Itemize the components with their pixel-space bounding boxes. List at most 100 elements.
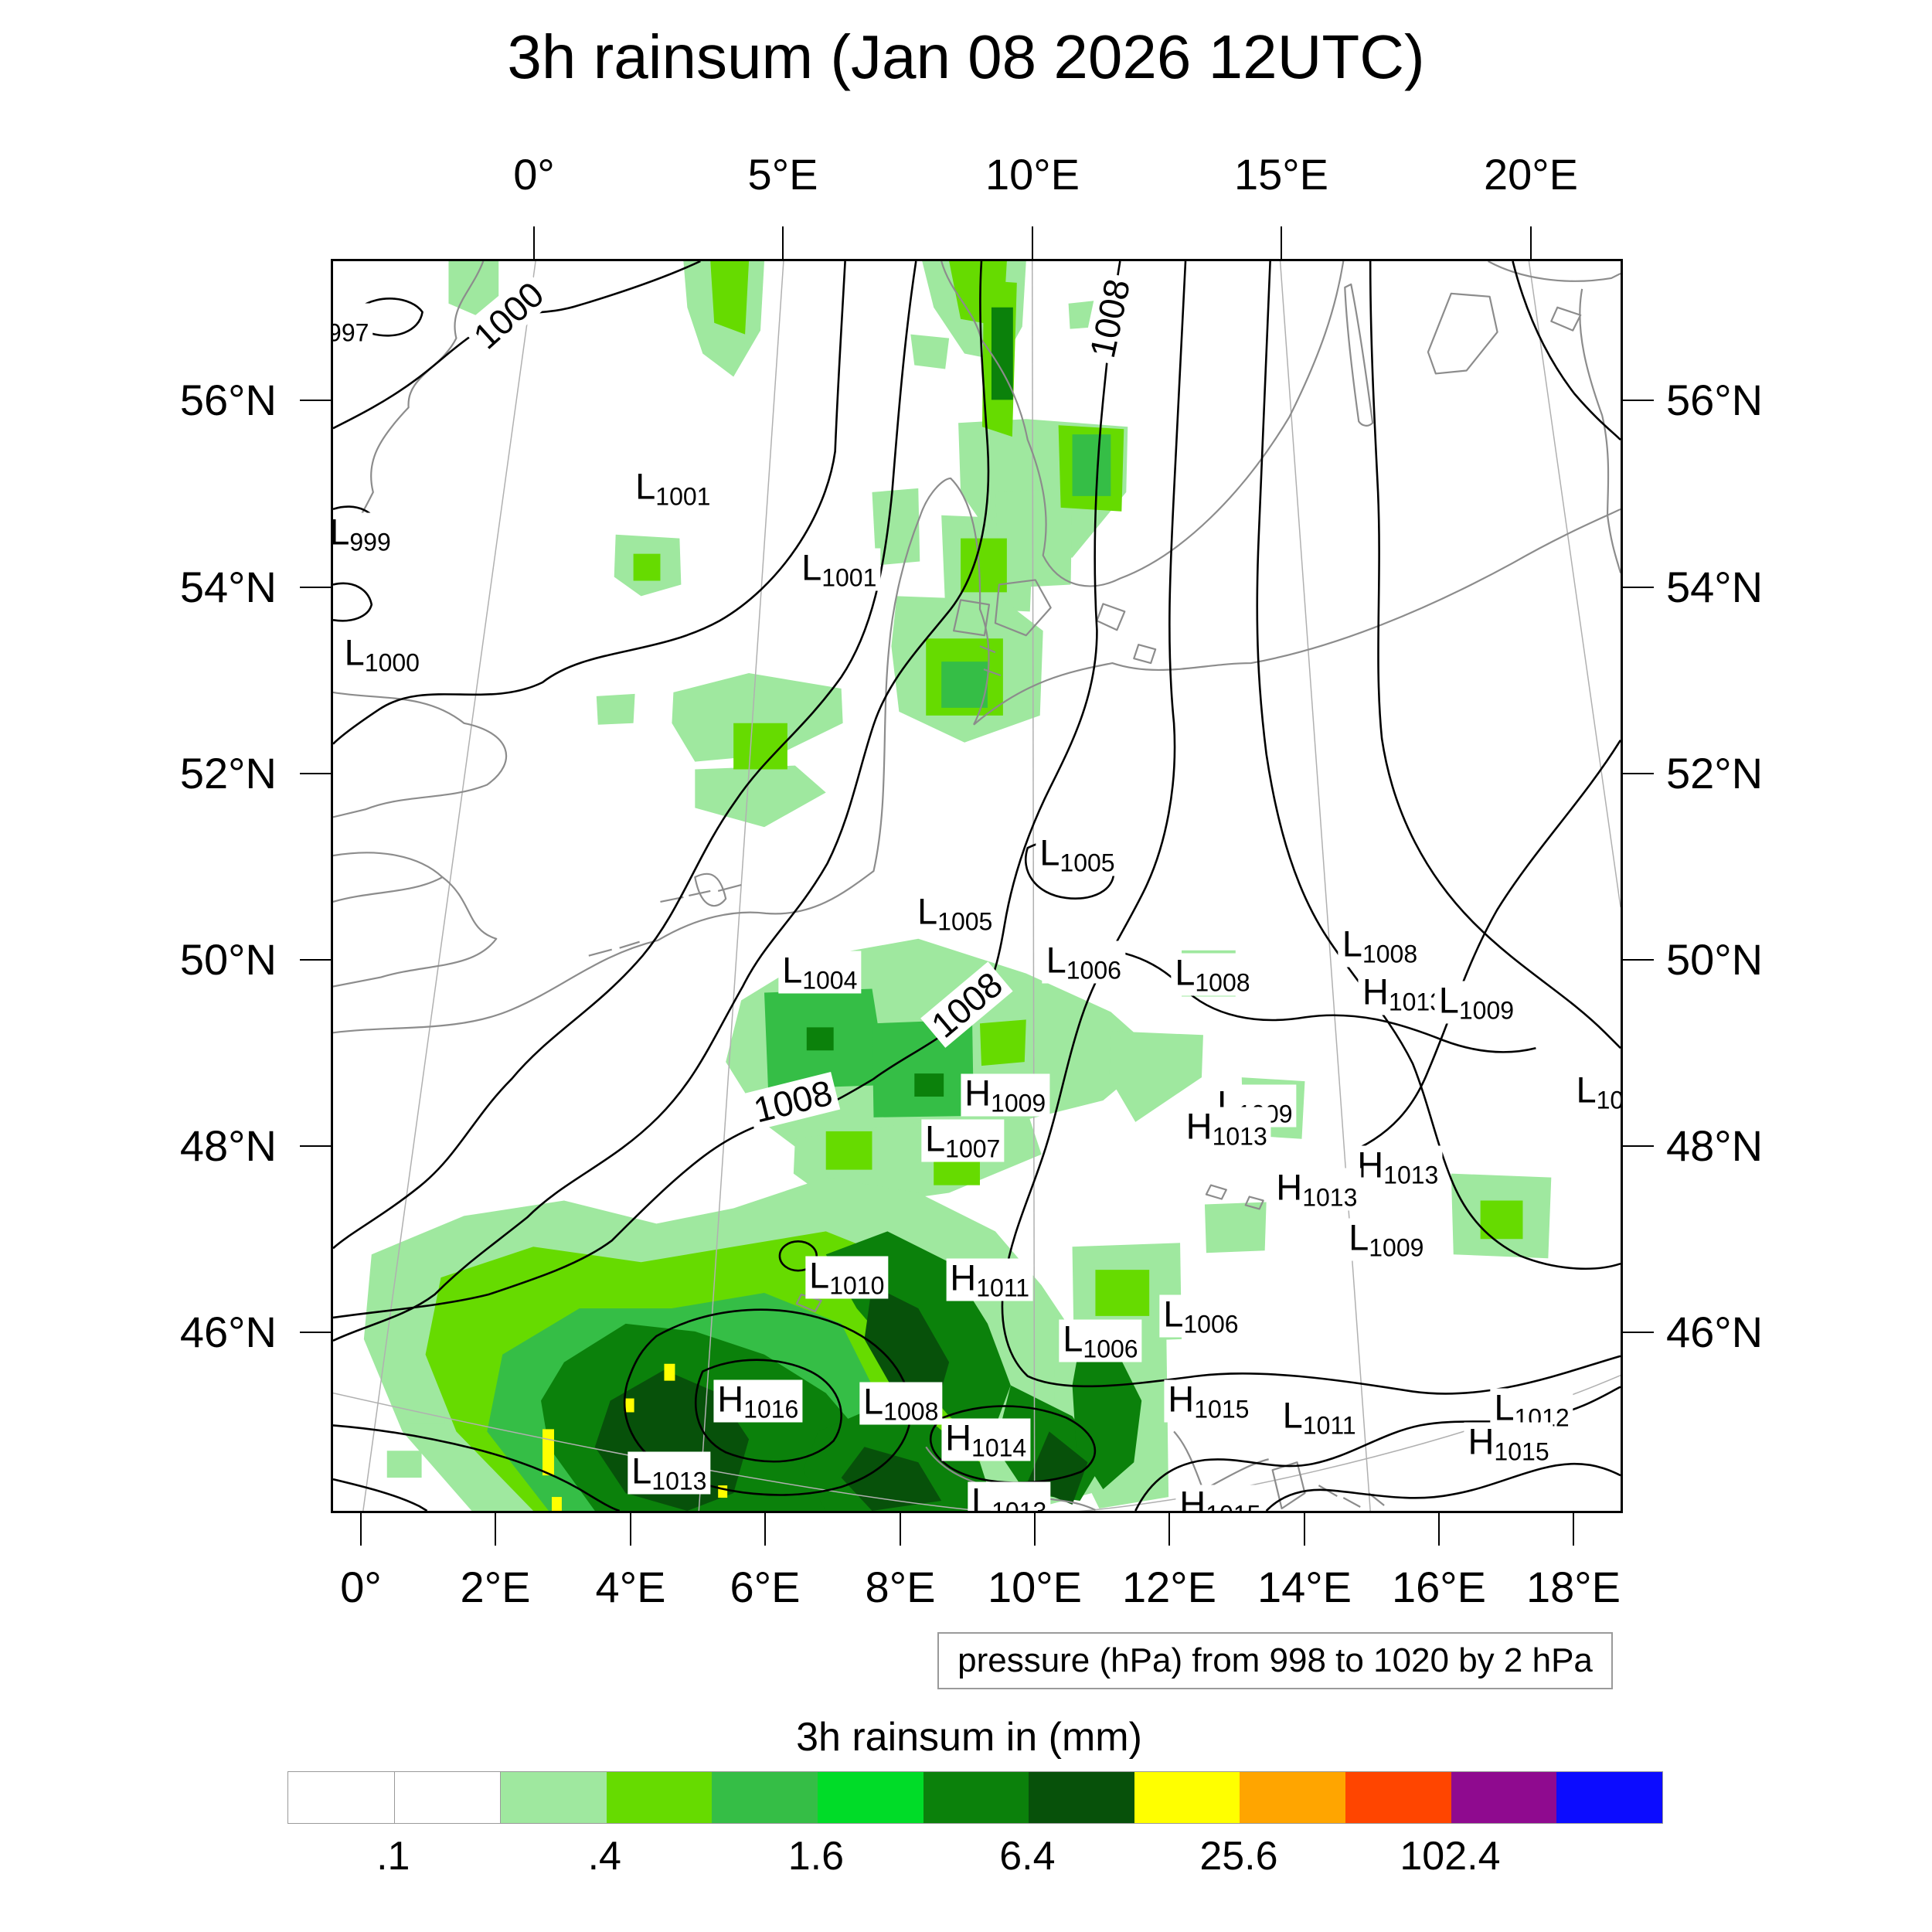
page-title: 3h rainsum (Jan 08 2026 12UTC) (507, 22, 1425, 91)
axis-tick-label-right: 50°N (1666, 935, 1764, 984)
axis-tick-label-top: 10°E (985, 150, 1080, 199)
pressure-center-label: L1005 (1036, 833, 1119, 876)
axis-tick-label-bottom: 14°E (1257, 1563, 1352, 1611)
colorbar-cell (818, 1772, 923, 1823)
pressure-center-label: H1015 (1164, 1379, 1253, 1423)
pressure-center-label: L1009 (1345, 1218, 1428, 1261)
axis-tick-right (1623, 587, 1654, 588)
pressure-center-label: L1000 (340, 633, 423, 676)
pressure-center-label: H1013 (1182, 1107, 1271, 1150)
axis-tick-bottom (1573, 1513, 1574, 1546)
axis-tick-label-left: 50°N (179, 935, 277, 984)
colorbar-cell (923, 1772, 1029, 1823)
axis-tick-bottom (900, 1513, 901, 1546)
colorbar-cell (288, 1772, 395, 1823)
pressure-center-label: H1013 (1358, 972, 1448, 1015)
pressure-center-label: L997 (333, 303, 373, 346)
map-graphics (333, 261, 1621, 1511)
colorbar-title: 3h rainsum in (mm) (796, 1715, 1142, 1760)
pressure-center-label: H1009 (961, 1073, 1050, 1117)
axis-tick-label-top: 0° (513, 150, 555, 199)
pressure-legend-text: pressure (hPa) from 998 to 1020 by 2 hPa (957, 1641, 1593, 1679)
pressure-center-label: L1010 (805, 1256, 889, 1299)
axis-tick-bottom (360, 1513, 362, 1546)
pressure-center-label: H1015 (1464, 1422, 1553, 1465)
colorbar-cell (1029, 1772, 1134, 1823)
axis-tick-top (1530, 226, 1532, 259)
axis-tick-right (1623, 1145, 1654, 1147)
colorbar-cell (501, 1772, 607, 1823)
axis-tick-label-bottom: 6°E (730, 1563, 801, 1611)
graticule-lines (333, 261, 1621, 1511)
axis-tick-label-bottom: 4°E (595, 1563, 666, 1611)
axis-tick-label-left: 48°N (179, 1121, 277, 1170)
pressure-center-label: L1013 (967, 1481, 1051, 1511)
axis-tick-bottom (495, 1513, 496, 1546)
axis-tick-label-left: 52°N (179, 749, 277, 798)
colorbar (287, 1771, 1663, 1824)
pressure-center-label: L1011 (1278, 1396, 1360, 1439)
axis-tick-left (300, 400, 331, 401)
pressure-center-label: H1011 (946, 1258, 1034, 1301)
axis-tick-label-top: 20°E (1483, 150, 1579, 199)
axis-tick-bottom (1168, 1513, 1170, 1546)
axis-tick-label-bottom: 18°E (1526, 1563, 1621, 1611)
axis-tick-left (300, 773, 331, 774)
axis-tick-label-bottom: 10°E (987, 1563, 1083, 1611)
pressure-center-label: L1004 (778, 951, 862, 994)
axis-tick-left (300, 587, 331, 588)
pressure-center-label: L1006 (1159, 1294, 1243, 1338)
axis-tick-right (1623, 773, 1654, 774)
axis-tick-label-top: 15°E (1233, 150, 1329, 199)
colorbar-tick-label: 102.4 (1400, 1834, 1501, 1879)
colorbar-cell (1240, 1772, 1346, 1823)
axis-tick-label-bottom: 2°E (460, 1563, 531, 1611)
colorbar-tick-label: 6.4 (999, 1834, 1056, 1879)
pressure-center-label: L1006 (1059, 1319, 1142, 1362)
colorbar-tick-label: .1 (376, 1834, 410, 1879)
axis-tick-right (1623, 400, 1654, 401)
colorbar-tick-label: .4 (587, 1834, 621, 1879)
axis-tick-label-right: 54°N (1666, 563, 1764, 611)
pressure-center-label: L999 (333, 512, 395, 555)
pressure-center-label: L1013 (628, 1451, 711, 1495)
colorbar-cell (394, 1772, 502, 1823)
axis-tick-label-right: 48°N (1666, 1121, 1764, 1170)
axis-tick-bottom (1438, 1513, 1440, 1546)
pressure-center-label: L1008 (1171, 953, 1254, 996)
axis-tick-label-bottom: 12°E (1121, 1563, 1217, 1611)
colorbar-labels: .1 .4 1.6 6.4 25.6 102.4 (287, 1833, 1662, 1887)
axis-tick-top (782, 226, 784, 259)
pressure-center-label: L1006 (1042, 940, 1125, 984)
axis-tick-label-right: 52°N (1666, 749, 1764, 798)
axis-tick-label-bottom: 8°E (865, 1563, 936, 1611)
colorbar-cell (1134, 1772, 1240, 1823)
axis-tick-label-left: 46°N (179, 1308, 277, 1356)
axis-tick-right (1623, 959, 1654, 961)
axis-tick-right (1623, 1332, 1654, 1333)
axis-tick-bottom (630, 1513, 631, 1546)
axis-tick-bottom (1034, 1513, 1036, 1546)
axis-tick-label-top: 5°E (747, 150, 818, 199)
colorbar-cell (1451, 1772, 1557, 1823)
axis-tick-top (1032, 226, 1033, 259)
colorbar-cell (712, 1772, 818, 1823)
pressure-center-label: H1014 (941, 1418, 1031, 1461)
axis-tick-left (300, 1332, 331, 1333)
map-plot-area: L997 L999 L1000 L1001 L1001 L1005 L1005 L1006 L1… (331, 259, 1623, 1513)
pressure-center-label: L1001 (631, 467, 715, 510)
pressure-center-label: L10 (1572, 1070, 1621, 1114)
axis-tick-left (300, 959, 331, 961)
pressure-center-label: H1016 (713, 1379, 803, 1423)
pressure-center-label: L1007 (921, 1119, 1005, 1162)
colorbar-tick-label: 25.6 (1199, 1834, 1278, 1879)
pressure-center-label: H1015 (1175, 1485, 1265, 1511)
axis-tick-label-right: 46°N (1666, 1308, 1764, 1356)
pressure-legend-box: pressure (hPa) from 998 to 1020 by 2 hPa (937, 1632, 1613, 1689)
axis-tick-left (300, 1145, 331, 1147)
axis-tick-label-left: 56°N (179, 376, 277, 424)
pressure-center-label: L1009 (1434, 981, 1519, 1024)
pressure-center-label: L1001 (798, 548, 881, 591)
rain-shading-extreme (543, 1363, 728, 1511)
